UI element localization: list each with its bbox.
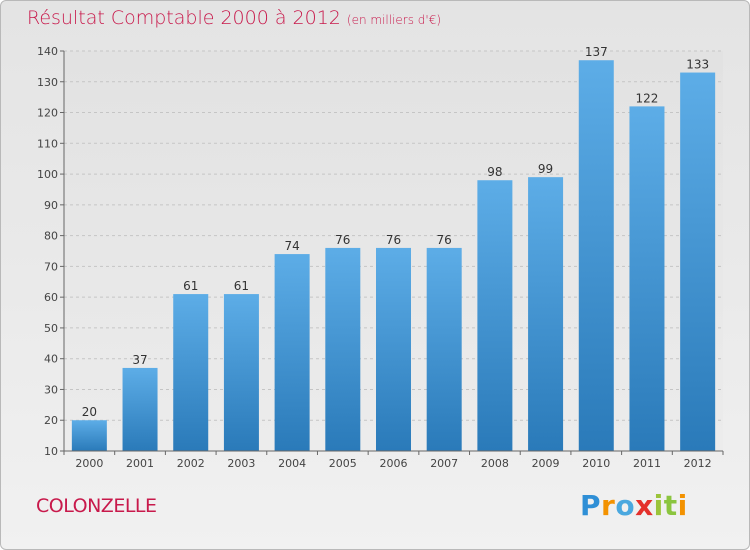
logo-letter: i xyxy=(677,489,688,522)
y-tick-label: 130 xyxy=(37,76,58,89)
x-tick-label-2012: 2012 xyxy=(684,457,712,470)
y-tick-label: 80 xyxy=(44,230,58,243)
y-tick-label: 10 xyxy=(44,445,58,458)
chart-title-text: Résultat Comptable 2000 à 2012 xyxy=(27,7,341,29)
logo-letter: o xyxy=(615,489,636,522)
y-tick-label: 110 xyxy=(37,137,58,150)
y-tick-label: 40 xyxy=(44,353,58,366)
y-tick-label: 20 xyxy=(44,414,58,427)
y-tick-label: 30 xyxy=(44,383,58,396)
bar-2012 xyxy=(680,72,716,452)
y-tick-label: 70 xyxy=(44,260,58,273)
proxiti-logo: Proxiti xyxy=(580,489,688,522)
y-tick-label: 60 xyxy=(44,291,58,304)
data-label-2002: 61 xyxy=(183,279,198,293)
data-label-2006: 76 xyxy=(386,233,401,247)
y-tick-label: 120 xyxy=(37,107,58,120)
x-tick-label-2006: 2006 xyxy=(380,457,408,470)
x-tick-label-2010: 2010 xyxy=(582,457,610,470)
bars xyxy=(71,60,716,452)
bar-2003 xyxy=(223,294,259,451)
bar-2005 xyxy=(325,247,361,451)
data-label-2000: 20 xyxy=(82,405,97,419)
place-name: COLONZELLE xyxy=(36,495,157,517)
x-tick-label-2004: 2004 xyxy=(278,457,306,470)
bar-2009 xyxy=(528,177,564,451)
x-tick-label-2002: 2002 xyxy=(177,457,205,470)
data-label-2004: 74 xyxy=(284,239,299,253)
data-label-2005: 76 xyxy=(335,233,350,247)
bar-2001 xyxy=(122,367,158,451)
logo-letter: P xyxy=(580,489,602,522)
data-label-2011: 122 xyxy=(636,91,659,105)
x-tick-label-2005: 2005 xyxy=(329,457,357,470)
y-tick-label: 90 xyxy=(44,199,58,212)
x-tick-label-2007: 2007 xyxy=(430,457,458,470)
data-label-2008: 98 xyxy=(487,165,502,179)
x-tick-label-2001: 2001 xyxy=(126,457,154,470)
y-tick-label: 140 xyxy=(37,45,58,58)
bar-2000 xyxy=(71,420,107,451)
logo-letter: t xyxy=(663,489,678,522)
logo-letter: i xyxy=(653,489,664,522)
bar-2007 xyxy=(426,247,462,451)
chart-subtitle: (en milliers d'€) xyxy=(346,13,442,27)
data-label-2007: 76 xyxy=(437,233,452,247)
bar-2004 xyxy=(274,254,310,451)
logo-letter: r xyxy=(601,489,616,522)
x-tick-label-2009: 2009 xyxy=(532,457,560,470)
data-labels: 20 37 61 61 74 76 76 76 98 99 137 122 133 xyxy=(82,45,709,419)
x-tick-label-2000: 2000 xyxy=(75,457,103,470)
data-label-2003: 61 xyxy=(234,279,249,293)
data-label-2010: 137 xyxy=(585,45,608,59)
x-tick-label-2008: 2008 xyxy=(481,457,509,470)
x-tick-label-2011: 2011 xyxy=(633,457,661,470)
x-tick-label-2003: 2003 xyxy=(227,457,255,470)
data-label-2001: 37 xyxy=(132,353,147,367)
y-tick-label: 50 xyxy=(44,322,58,335)
bar-2011 xyxy=(629,106,665,451)
bar-2002 xyxy=(173,294,209,451)
axes: 10 20 30 40 50 60 70 80 90 100 110 120 130 140 2000 200… xyxy=(37,45,724,470)
logo-letter: x xyxy=(635,489,654,522)
data-label-2009: 99 xyxy=(538,162,553,176)
chart-title: Résultat Comptable 2000 à 2012 (en millie… xyxy=(27,7,441,29)
y-tick-label: 100 xyxy=(37,168,58,181)
bar-2006 xyxy=(376,247,411,451)
bar-2008 xyxy=(477,180,513,451)
data-label-2012: 133 xyxy=(686,58,709,72)
bar-2010 xyxy=(578,60,614,451)
